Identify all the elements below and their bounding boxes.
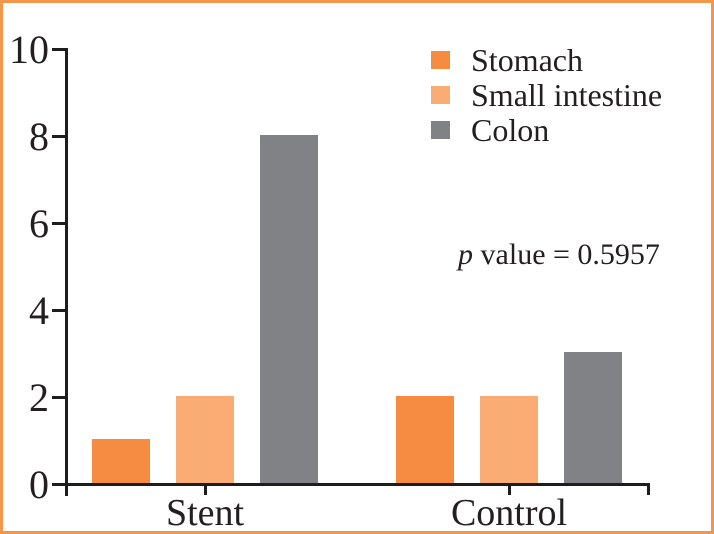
y-tick — [52, 396, 65, 399]
y-tick — [52, 309, 65, 312]
y-axis-line — [65, 48, 68, 496]
p-value-text: value = 0.5957 — [473, 238, 660, 271]
legend-swatch-colon — [431, 120, 450, 139]
legend-row: Stomach — [431, 42, 662, 77]
x-category-label: Stent — [165, 492, 245, 534]
x-tick — [508, 486, 511, 495]
legend-swatch-small-intestine — [431, 85, 450, 104]
y-tick-label: 10 — [9, 26, 49, 72]
legend-label: Colon — [471, 111, 550, 148]
legend-label: Small intestine — [471, 76, 663, 113]
bar-control-stomach — [396, 396, 454, 483]
y-tick — [52, 135, 65, 138]
y-tick — [52, 222, 65, 225]
p-value-symbol: p — [458, 238, 474, 271]
y-tick-label: 6 — [29, 200, 49, 246]
x-tick — [204, 486, 207, 495]
legend: Stomach Small intestine Colon — [431, 42, 662, 147]
y-tick-label: 2 — [29, 374, 49, 420]
y-tick — [52, 483, 65, 486]
legend-label: Stomach — [471, 41, 583, 78]
y-tick-label: 0 — [29, 461, 49, 507]
x-axis-end-tick — [647, 486, 650, 495]
y-tick-label: 8 — [29, 113, 49, 159]
bar-stent-colon — [260, 135, 318, 483]
x-axis-line — [65, 483, 650, 486]
x-category-label: Control — [450, 492, 568, 534]
legend-swatch-stomach — [431, 50, 450, 69]
legend-row: Colon — [431, 112, 662, 147]
p-value-annotation: p value = 0.5957 — [451, 237, 667, 273]
bar-stent-small-intestine — [176, 396, 234, 483]
y-tick — [52, 48, 65, 51]
legend-row: Small intestine — [431, 77, 662, 112]
y-tick-label: 4 — [29, 287, 49, 333]
bar-control-colon — [564, 352, 622, 483]
bar-stent-stomach — [92, 439, 150, 483]
bar-control-small-intestine — [480, 396, 538, 483]
